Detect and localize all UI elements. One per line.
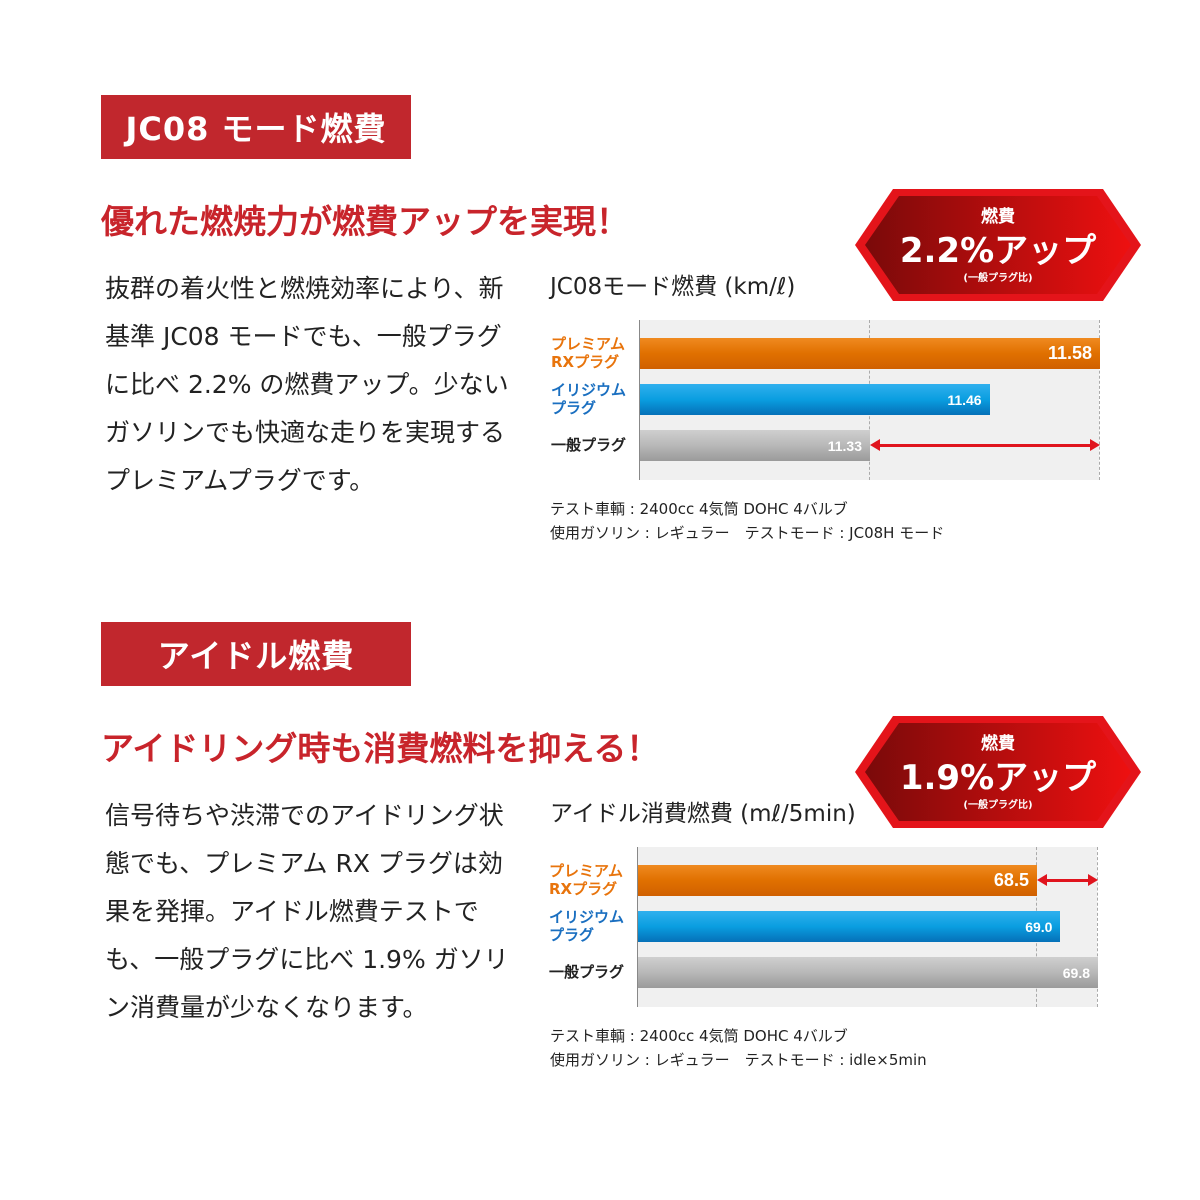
bar-value-label: 69.0 bbox=[1025, 918, 1053, 935]
hexagon-badge-shape bbox=[855, 716, 1141, 828]
badge-note: (一般プラグ比) bbox=[963, 273, 1033, 284]
bar-1: 68.5 bbox=[638, 865, 1037, 896]
category-label: 一般プラグ bbox=[549, 963, 625, 981]
bar-3: 69.8 bbox=[638, 957, 1098, 988]
badge-value: 2.2%アップ bbox=[899, 231, 1097, 271]
headline: アイドリング時も消費燃料を抑える！ bbox=[101, 729, 660, 768]
body-text: 抜群の着火性と燃焼効率により、新基準 JC08 モードでも、一般プラグに比べ 2… bbox=[105, 274, 509, 495]
badge-value: 1.9%アップ bbox=[899, 758, 1097, 798]
plot-area: 11.58 11.46 11.33 bbox=[639, 320, 1100, 480]
category-label: プレミアム RXプラグ bbox=[551, 335, 625, 371]
difference-arrow bbox=[1036, 874, 1099, 886]
chart-title: アイドル消費燃費 (mℓ/5min) bbox=[550, 801, 856, 827]
bar-1: 11.58 bbox=[640, 338, 1100, 369]
bar-2: 69.0 bbox=[638, 911, 1061, 942]
bar-value-label: 68.5 bbox=[993, 870, 1029, 890]
test-vehicle-note: テスト車輌 : 2400cc 4気筒 DOHC 4バルブ bbox=[550, 500, 848, 518]
bar-value-label: 11.58 bbox=[1047, 343, 1092, 363]
section-1: JC08 モード燃費 優れた燃焼力が燃費アップを実現！ 抜群の着火性と燃焼効率に… bbox=[0, 95, 1200, 622]
category-label: イリジウム プラグ bbox=[551, 381, 627, 417]
test-vehicle-note: テスト車輌 : 2400cc 4気筒 DOHC 4バルブ bbox=[550, 1027, 848, 1045]
chart-title: JC08モード燃費 (km/ℓ) bbox=[550, 274, 796, 300]
badge-label: 燃費 bbox=[981, 734, 1015, 754]
bar-value-label: 69.8 bbox=[1062, 964, 1090, 981]
test-mode-note: 使用ガソリン : レギュラー テストモード : JC08H モード bbox=[550, 524, 945, 542]
badge-note: (一般プラグ比) bbox=[963, 800, 1033, 811]
category-label: プレミアム RXプラグ bbox=[549, 862, 623, 898]
body-text: 信号待ちや渋滞でのアイドリング状態でも、プレミアム RX プラグは効果を発揮。ア… bbox=[105, 801, 509, 1022]
badge-label: 燃費 bbox=[981, 207, 1015, 227]
category-label: イリジウム プラグ bbox=[549, 908, 625, 944]
headline: 優れた燃焼力が燃費アップを実現！ bbox=[101, 202, 629, 241]
plot-area: 68.5 69.0 69.8 bbox=[637, 847, 1099, 1007]
bar-2: 11.46 bbox=[640, 384, 990, 415]
improvement-badge: 燃費 1.9%アップ (一般プラグ比) bbox=[853, 714, 1143, 830]
hexagon-badge-shape bbox=[855, 189, 1141, 301]
bar-value-label: 11.33 bbox=[827, 437, 862, 454]
section-tag: JC08 モード燃費 bbox=[101, 95, 411, 159]
reference-line bbox=[1097, 847, 1098, 1007]
section-2: アイドル燃費 アイドリング時も消費燃料を抑える！ 信号待ちや渋滞でのアイドリング… bbox=[0, 622, 1200, 1149]
test-mode-note: 使用ガソリン : レギュラー テストモード : idle×5min bbox=[550, 1051, 927, 1069]
category-label: 一般プラグ bbox=[551, 436, 627, 454]
difference-arrow bbox=[870, 439, 1100, 451]
bar-3: 11.33 bbox=[640, 430, 870, 461]
reference-line bbox=[1099, 320, 1100, 480]
bar-value-label: 11.46 bbox=[947, 391, 982, 408]
section-tag: アイドル燃費 bbox=[101, 622, 411, 686]
improvement-badge: 燃費 2.2%アップ (一般プラグ比) bbox=[853, 187, 1143, 303]
